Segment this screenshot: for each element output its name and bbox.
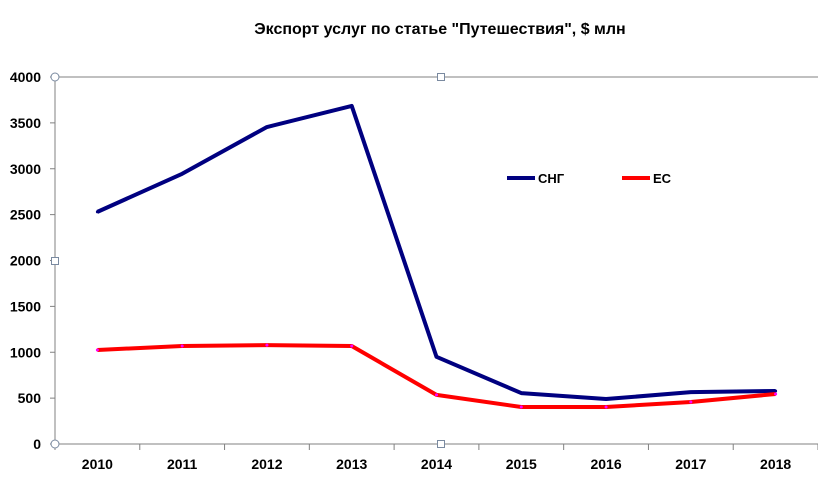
- legend: СНГ ЕС: [507, 171, 672, 186]
- data-point: [350, 344, 354, 348]
- x-tick-label: 2016: [590, 456, 621, 472]
- data-point: [265, 343, 269, 347]
- x-tick-label: 2018: [760, 456, 791, 472]
- x-tick-label: 2012: [251, 456, 282, 472]
- data-point: [95, 210, 99, 214]
- x-tick-label: 2017: [675, 456, 706, 472]
- y-tick-label: 3000: [10, 161, 41, 177]
- data-point: [180, 344, 184, 348]
- y-tick-label: 1500: [10, 298, 41, 314]
- chart-title: Экспорт услуг по статье "Путешествия", $…: [254, 21, 625, 38]
- x-tick-label: 2010: [82, 456, 113, 472]
- y-tick-label: 500: [18, 390, 42, 406]
- y-tick-label: 4000: [10, 69, 41, 85]
- data-point: [180, 172, 184, 176]
- data-point: [350, 104, 354, 108]
- data-point: [774, 392, 778, 396]
- data-point: [604, 405, 608, 409]
- x-tick-label: 2015: [506, 456, 537, 472]
- y-tick-label: 2000: [10, 253, 41, 269]
- legend-label: СНГ: [538, 171, 565, 186]
- data-point: [265, 125, 269, 129]
- legend-label: ЕС: [653, 171, 672, 186]
- data-point: [435, 355, 438, 359]
- data-point: [519, 391, 523, 395]
- data-point: [774, 389, 778, 393]
- x-tick-label: 2013: [336, 456, 367, 472]
- data-point: [435, 393, 438, 397]
- x-tick-label: 2011: [167, 456, 198, 472]
- data-point: [519, 405, 523, 409]
- x-tick-label: 2014: [421, 456, 452, 472]
- y-tick-label: 1000: [10, 344, 41, 360]
- data-point: [604, 397, 608, 401]
- data-point: [689, 400, 693, 404]
- selection-handle: [51, 257, 59, 265]
- selection-handle: [437, 73, 445, 81]
- y-tick-label: 3500: [10, 115, 41, 131]
- selection-handle: [50, 72, 60, 82]
- y-tick-label: 0: [33, 436, 41, 452]
- selection-handle: [437, 440, 445, 448]
- data-point: [689, 390, 693, 394]
- selection-handle: [50, 439, 60, 449]
- data-point: [95, 348, 99, 352]
- series-line-СНГ: [96, 103, 776, 402]
- y-tick-label: 2500: [10, 207, 41, 223]
